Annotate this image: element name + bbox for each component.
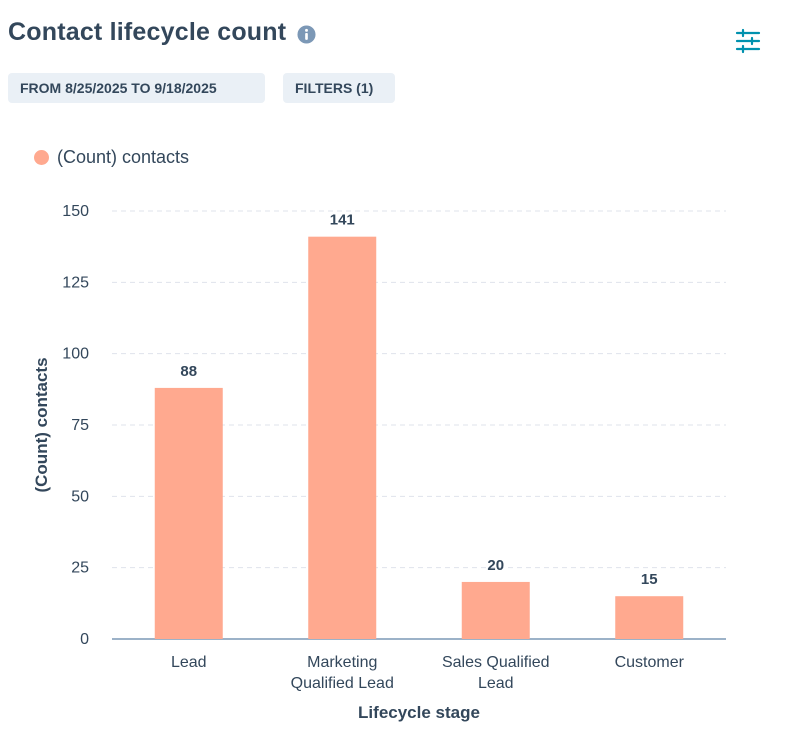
bar — [308, 236, 377, 639]
y-tick-label: 25 — [71, 560, 89, 577]
sliders-icon[interactable] — [735, 28, 761, 54]
y-tick-label: 125 — [62, 274, 89, 291]
y-tick-label: 75 — [71, 417, 89, 434]
bar — [461, 581, 530, 639]
chart-legend[interactable]: (Count) contacts — [34, 146, 189, 168]
y-tick-label: 0 — [80, 631, 89, 648]
y-tick-label: 50 — [71, 488, 89, 505]
y-tick-label: 100 — [62, 346, 89, 363]
data-label: 15 — [641, 571, 658, 588]
x-tick-label: Lead — [478, 675, 514, 692]
bar — [615, 596, 684, 639]
data-label: 20 — [487, 557, 504, 574]
x-tick-label: Marketing — [307, 654, 377, 671]
filters-button[interactable]: FILTERS (1) — [283, 73, 395, 103]
x-tick-label: Sales Qualified — [442, 654, 550, 671]
report-title: Contact lifecycle count — [8, 18, 287, 46]
y-tick-label: 150 — [62, 203, 89, 220]
x-tick-label: Qualified Lead — [291, 675, 394, 692]
data-label: 141 — [330, 212, 355, 229]
legend-label: (Count) contacts — [57, 146, 190, 167]
bar — [154, 387, 223, 639]
y-axis-title: (Count) contacts — [32, 357, 51, 492]
data-label: 88 — [180, 363, 197, 380]
x-tick-label: Customer — [615, 654, 685, 671]
x-tick-label: Lead — [171, 654, 207, 671]
info-icon[interactable] — [297, 25, 316, 44]
date-range-button[interactable]: FROM 8/25/2025 TO 9/18/2025 — [8, 73, 265, 103]
x-axis-title: Lifecycle stage — [358, 703, 480, 722]
legend-swatch — [34, 149, 49, 165]
